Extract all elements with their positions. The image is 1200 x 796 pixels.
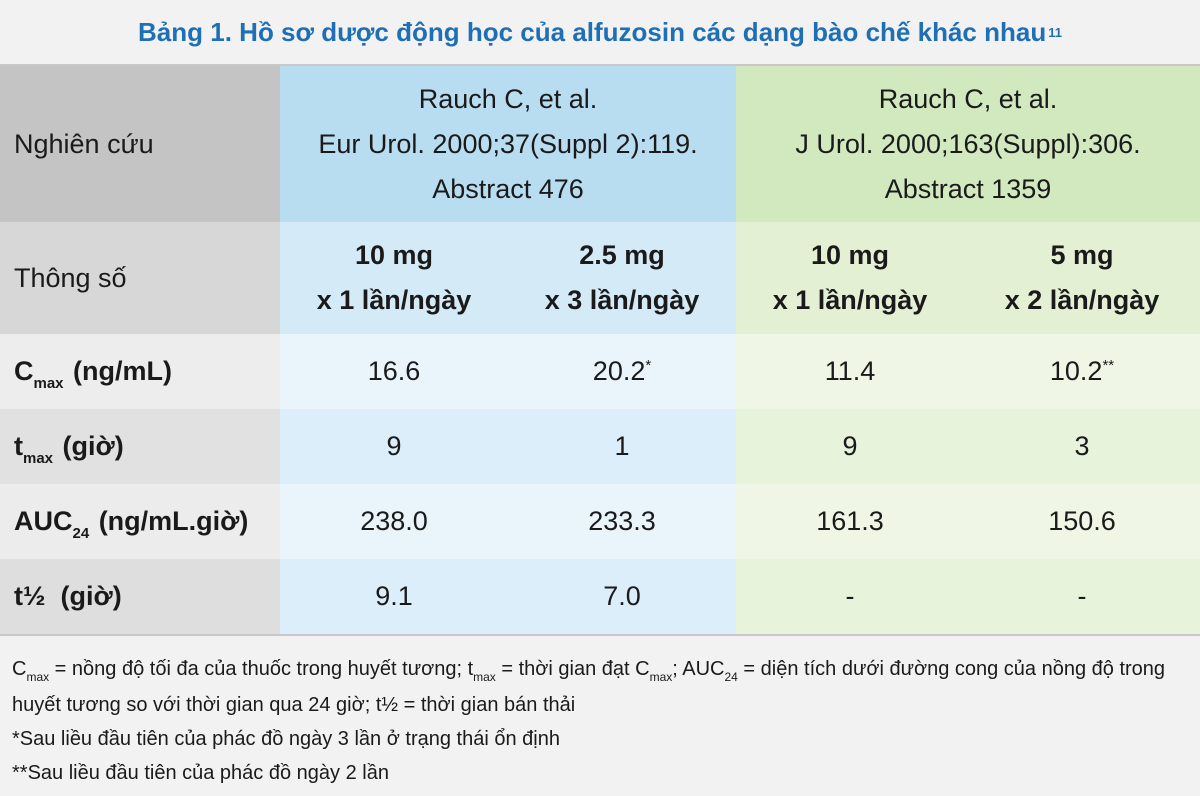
def-auc-sub: 24	[724, 670, 738, 684]
title-reference: 11	[1048, 24, 1062, 40]
dose-2-frequency: x 3 lần/ngày	[544, 285, 700, 315]
auc-main: AUC	[14, 506, 73, 536]
study-2-cell: Rauch C, et al. J Urol. 2000;163(Suppl):…	[736, 66, 1200, 222]
def-c: C	[12, 658, 27, 680]
thalf-value-1: 9.1	[280, 559, 508, 634]
tmax-unit: (giờ)	[55, 431, 124, 461]
def-part-4: = diện tích dưới đường cong của nồng độ …	[12, 658, 1166, 716]
auc-sub: 24	[72, 525, 90, 542]
dose-3-amount: 10 mg	[810, 240, 890, 270]
cmax-sub: max	[33, 375, 64, 392]
cmax-label: Cmax (ng/mL)	[0, 334, 280, 409]
footnote-mark-double: **	[1102, 357, 1115, 374]
auc-value-2: 233.3	[508, 484, 737, 559]
auc-row: AUC24 (ng/mL.giờ) 238.0 233.3 161.3 150.…	[0, 484, 1200, 559]
param-row: Thông số 10 mg x 1 lần/ngày 2.5 mg x 3 l…	[0, 222, 1200, 334]
footnote-definitions: Cmax = nồng độ tối đa của thuốc trong hu…	[12, 652, 1188, 722]
cmax-value-3: 11.4	[736, 334, 965, 409]
study-2-line1: Rauch C, et al.	[878, 83, 1058, 114]
cmax-value-4: 10.2**	[964, 334, 1200, 409]
footnote-mark-single: *	[645, 357, 652, 374]
tmax-value-1: 9	[280, 409, 508, 484]
auc-value-4: 150.6	[964, 484, 1200, 559]
param-label: Thông số	[0, 222, 280, 334]
study-1-line2: Eur Urol. 2000;37(Suppl 2):119.	[318, 128, 698, 159]
tmax-label: tmax (giờ)	[0, 409, 280, 484]
tmax-main: t	[14, 431, 23, 461]
cmax-value-2-text: 20.2	[592, 356, 646, 386]
dose-1-amount: 10 mg	[354, 240, 434, 270]
footnote-double-asterisk: **Sau liều đầu tiên của phác đồ ngày 2 l…	[12, 762, 389, 784]
dose-4-frequency: x 2 lần/ngày	[1004, 285, 1160, 315]
cmax-unit: (ng/mL)	[65, 356, 173, 386]
auc-label: AUC24 (ng/mL.giờ)	[0, 484, 280, 559]
cmax-main: C	[14, 356, 34, 386]
dose-1: 10 mg x 1 lần/ngày	[280, 222, 508, 334]
tmax-value-3: 9	[736, 409, 965, 484]
def-part-1: = nồng độ tối đa của thuốc trong huyết t…	[49, 658, 474, 680]
dose-4-amount: 5 mg	[1050, 240, 1114, 270]
tmax-value-2: 1	[508, 409, 737, 484]
cmax-value-3-text: 11.4	[824, 356, 876, 386]
cmax-value-4-text: 10.2	[1049, 356, 1103, 386]
study-1-line3: Abstract 476	[432, 173, 584, 204]
dose-1-frequency: x 1 lần/ngày	[316, 285, 472, 315]
dose-4: 5 mg x 2 lần/ngày	[964, 222, 1200, 334]
thalf-value-3: -	[736, 559, 965, 634]
def-part-2: = thời gian đạt C	[495, 658, 650, 680]
def-part-3: ; AUC	[672, 658, 725, 680]
dose-3: 10 mg x 1 lần/ngày	[736, 222, 965, 334]
cmax-value-1: 16.6	[280, 334, 508, 409]
auc-unit: (ng/mL.giờ)	[91, 506, 249, 536]
cmax-row: Cmax (ng/mL) 16.6 20.2* 11.4 10.2**	[0, 334, 1200, 409]
cmax-value-1-text: 16.6	[367, 356, 421, 386]
thalf-row: t½ (giờ) 9.1 7.0 - -	[0, 559, 1200, 634]
thalf-value-4: -	[964, 559, 1200, 634]
study-2-line2: J Urol. 2000;163(Suppl):306.	[795, 128, 1141, 159]
study-2-line3: Abstract 1359	[884, 173, 1052, 204]
dose-2: 2.5 mg x 3 lần/ngày	[508, 222, 737, 334]
thalf-value-2: 7.0	[508, 559, 737, 634]
auc-value-1: 238.0	[280, 484, 508, 559]
def-c2-sub: max	[649, 670, 673, 684]
def-t-sub: max	[473, 670, 496, 684]
auc-value-3: 161.3	[736, 484, 965, 559]
dose-2-amount: 2.5 mg	[579, 240, 665, 270]
table-title-text: Bảng 1. Hồ sơ dược động học của alfuzosi…	[138, 16, 1047, 47]
tmax-row: tmax (giờ) 9 1 9 3	[0, 409, 1200, 484]
footnotes: Cmax = nồng độ tối đa của thuốc trong hu…	[0, 634, 1200, 790]
study-row: Nghiên cứu Rauch C, et al. Eur Urol. 200…	[0, 66, 1200, 222]
dose-3-frequency: x 1 lần/ngày	[772, 285, 928, 315]
tmax-sub: max	[23, 450, 54, 467]
pk-table: Nghiên cứu Rauch C, et al. Eur Urol. 200…	[0, 66, 1200, 634]
tmax-value-4: 3	[964, 409, 1200, 484]
study-1-cell: Rauch C, et al. Eur Urol. 2000;37(Suppl …	[280, 66, 737, 222]
study-1-line1: Rauch C, et al.	[418, 83, 598, 114]
def-c-sub: max	[26, 670, 50, 684]
footnote-single-asterisk: *Sau liều đầu tiên của phác đồ ngày 3 lầ…	[12, 728, 560, 750]
study-label: Nghiên cứu	[0, 66, 280, 222]
thalf-label: t½ (giờ)	[0, 559, 280, 634]
cmax-value-2: 20.2*	[508, 334, 737, 409]
table-title: Bảng 1. Hồ sơ dược động học của alfuzosi…	[0, 0, 1200, 66]
